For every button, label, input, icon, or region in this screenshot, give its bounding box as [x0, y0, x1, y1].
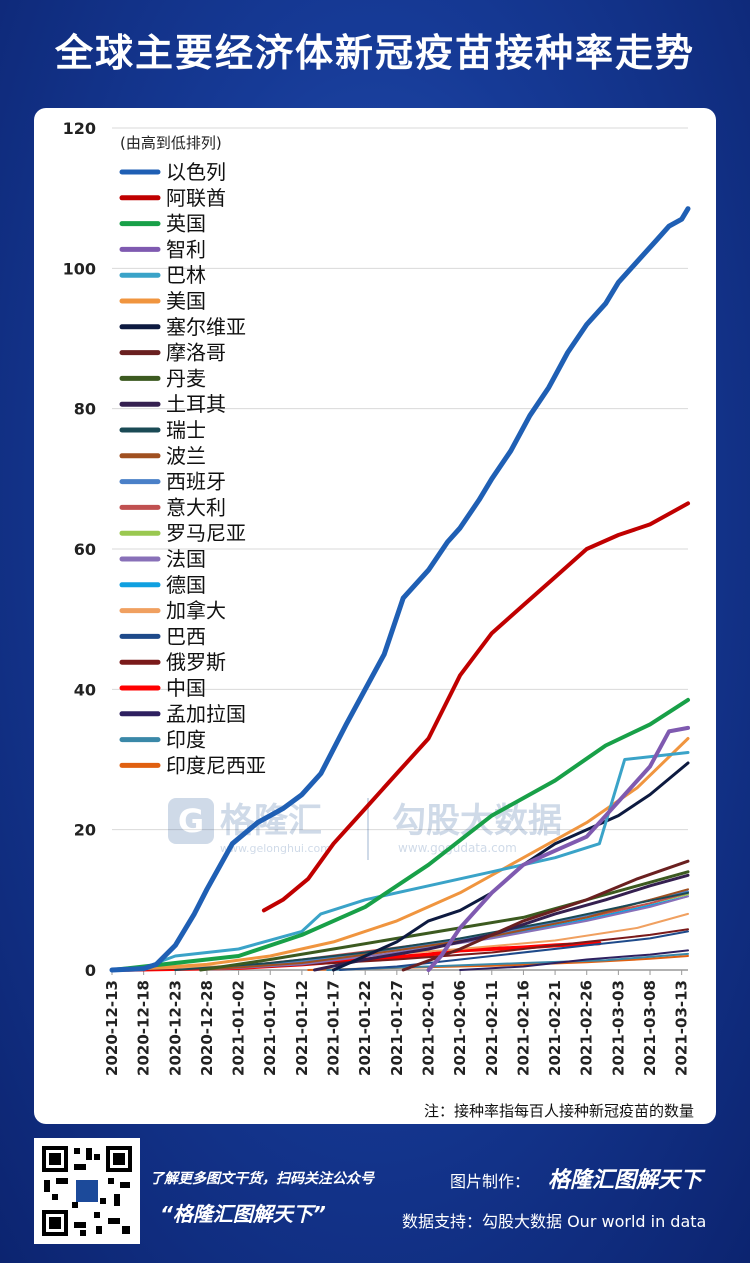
legend-label: 智利: [166, 237, 206, 261]
legend: (由高到低排列) 以色列阿联酋英国智利巴林美国塞尔维亚摩洛哥丹麦土耳其瑞士波兰西班…: [119, 134, 266, 777]
y-tick-label: 80: [74, 400, 96, 419]
x-tick-label: 2020-12-23: [166, 980, 184, 1076]
series-line-巴西: [338, 930, 689, 971]
x-tick-label: 2021-02-11: [483, 980, 501, 1076]
x-tick-label: 2021-02-21: [546, 980, 564, 1076]
watermark: G 格隆汇 www.gelonghui.com 勾股大数据 www.goguda…: [168, 798, 562, 860]
x-tick-label: 2021-02-06: [451, 980, 469, 1076]
series-lines: [109, 206, 691, 973]
x-tick-label: 2021-03-08: [641, 980, 659, 1076]
legend-label: 巴西: [166, 624, 206, 648]
series-line-巴林: [154, 751, 690, 965]
y-tick-label: 100: [63, 259, 96, 278]
footer-data-source: 数据支持：勾股大数据 Our world in data: [402, 1212, 707, 1231]
chart-card: G 格隆汇 www.gelonghui.com 勾股大数据 www.goguda…: [34, 108, 716, 1124]
series-line-孟加拉国: [459, 949, 689, 971]
footer-account: “格隆汇图解天下”: [160, 1202, 326, 1226]
legend-label: 俄罗斯: [166, 650, 226, 674]
line-chart: G 格隆汇 www.gelonghui.com 勾股大数据 www.goguda…: [63, 119, 694, 1120]
series-line-以色列: [109, 206, 691, 973]
watermark-url-a: www.gelonghui.com: [220, 842, 331, 855]
legend-label: 瑞士: [166, 418, 206, 442]
qr-code[interactable]: [34, 1138, 140, 1244]
x-tick-label: 2020-12-13: [103, 980, 121, 1076]
legend-label: 加拿大: [166, 599, 226, 623]
x-tick-label: 2021-01-07: [261, 980, 279, 1076]
x-tick-label: 2021-02-26: [578, 980, 596, 1076]
y-tick-label: 20: [74, 821, 96, 840]
x-tick-label: 2020-12-28: [198, 980, 216, 1076]
legend-label: 中国: [166, 676, 206, 700]
x-tick-label: 2021-03-13: [673, 980, 691, 1076]
series-line-印度: [326, 952, 689, 971]
x-tick-label: 2021-01-12: [293, 980, 311, 1076]
legend-label: 印度尼西亚: [166, 753, 266, 777]
legend-label: 土耳其: [166, 392, 226, 416]
svg-text:G: G: [178, 802, 204, 840]
series-line-法国: [199, 895, 689, 971]
legend-label: 摩洛哥: [166, 341, 226, 365]
x-tick-label: 2021-02-01: [419, 980, 437, 1076]
legend-label: 阿联酋: [166, 186, 226, 210]
x-tick-label: 2021-01-27: [388, 980, 406, 1076]
x-tick-label: 2021-01-02: [230, 980, 248, 1076]
legend-label: 孟加拉国: [166, 702, 246, 726]
y-tick-label: 40: [74, 680, 96, 699]
series-line-阿联酋: [261, 501, 690, 913]
chart-note: 注：接种率指每百人接种新冠疫苗的数量: [424, 1102, 694, 1120]
legend-label: 美国: [166, 289, 206, 313]
y-tick-label: 0: [85, 961, 96, 980]
x-tick-label: 2021-02-16: [514, 980, 532, 1076]
series-line-摩洛哥: [401, 859, 690, 972]
x-tick-label: 2021-03-03: [609, 980, 627, 1076]
legend-title: (由高到低排列): [120, 134, 222, 152]
watermark-url-b: www.gogudata.com: [398, 841, 517, 855]
x-tick-label: 2021-01-22: [356, 980, 374, 1076]
axes: 0 20 40 60 80 100 120 2020-12-13 2020-12-18 2020-…: [63, 119, 691, 1076]
legend-label: 印度: [166, 728, 206, 752]
y-tick-label: 120: [63, 119, 96, 138]
legend-label: 法国: [166, 547, 206, 571]
page-title: 全球主要经济体新冠疫苗接种率走势: [54, 31, 695, 75]
legend-label: 意大利: [166, 495, 226, 519]
footer-made-by-brand: 格隆汇图解天下: [548, 1168, 703, 1193]
legend-label: 西班牙: [166, 470, 226, 494]
x-tick-label: 2021-01-17: [325, 980, 343, 1076]
footer-made-by-label: 图片制作：: [450, 1172, 531, 1191]
series-line-瑞士: [174, 891, 689, 971]
y-tick-label: 60: [74, 540, 96, 559]
legend-label: 波兰: [166, 444, 206, 468]
x-tick-label: 2020-12-18: [135, 980, 153, 1076]
series-line-土耳其: [313, 873, 690, 972]
legend-label: 丹麦: [166, 366, 206, 390]
watermark-brand-b: 勾股大数据: [392, 801, 562, 841]
series-line-英国: [110, 697, 690, 972]
legend-label: 巴林: [166, 263, 206, 287]
qr-code-pattern[interactable]: [34, 1138, 140, 1244]
legend-label: 德国: [166, 573, 206, 597]
watermark-brand-a: 格隆汇: [220, 801, 322, 841]
watermark-g-logo: [168, 798, 214, 844]
legend-label: 罗马尼亚: [166, 521, 246, 545]
legend-label: 塞尔维亚: [166, 315, 246, 339]
series-line-智利: [426, 725, 690, 972]
legend-label: 以色列: [166, 160, 226, 184]
footer-promo: 了解更多图文干货，扫码关注公众号: [150, 1171, 374, 1187]
legend-label: 英国: [166, 212, 206, 236]
